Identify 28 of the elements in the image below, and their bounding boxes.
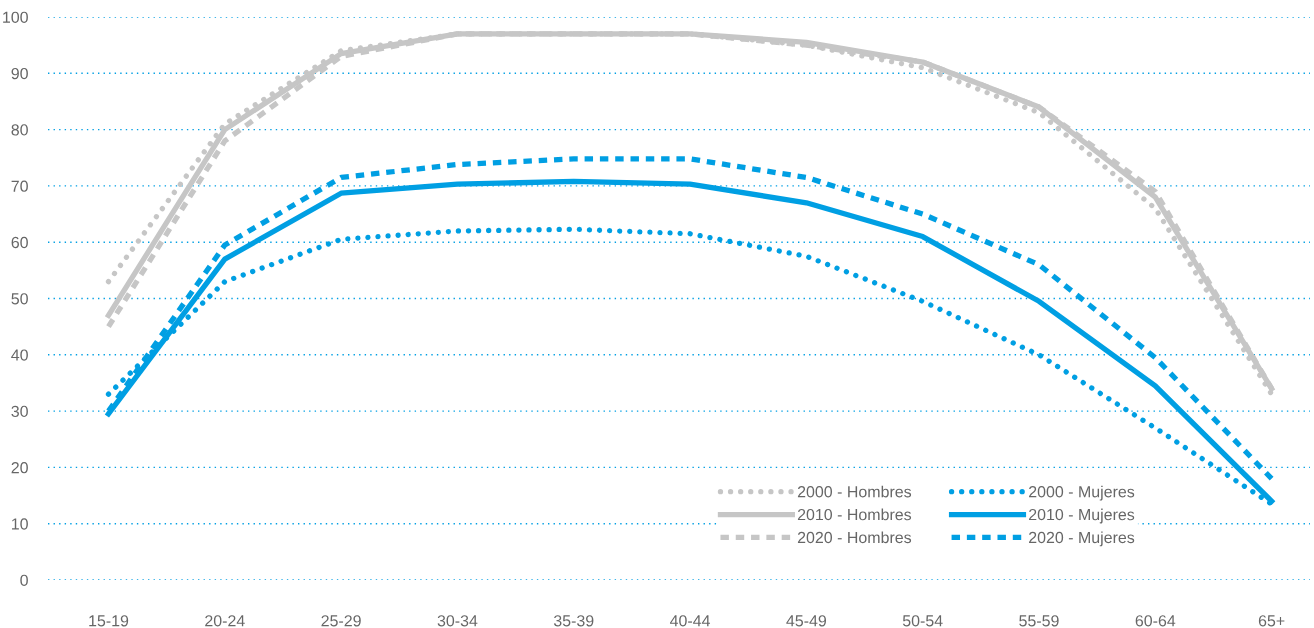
- y-tick-label: 30: [11, 405, 28, 418]
- legend-label: 2010 - Hombres: [797, 508, 912, 521]
- y-tick-label: 60: [11, 236, 28, 249]
- x-tick-label: 60-64: [1135, 615, 1176, 627]
- y-tick-label: 10: [12, 518, 28, 530]
- y-tick-label: 100: [3, 11, 28, 23]
- x-tick-label: 50-54: [902, 615, 943, 627]
- y-tick-label: 20: [11, 462, 28, 474]
- x-tick-label: 15-19: [89, 615, 129, 627]
- x-tick-label: 65+: [1258, 615, 1285, 627]
- x-tick-label: 30-34: [437, 615, 478, 627]
- legend-label: 2010 - Mujeres: [1029, 508, 1135, 524]
- legend-label: 2020 - Hombres: [797, 531, 912, 544]
- y-tick-label: 0: [20, 574, 28, 586]
- x-tick-label: 55-59: [1019, 615, 1059, 627]
- y-tick-label: 70: [11, 180, 28, 192]
- y-tick-label: 80: [11, 124, 28, 136]
- legend-label: 2000 - Mujeres: [1029, 485, 1135, 501]
- legend-label: 2000 - Hombres: [797, 485, 912, 498]
- y-tick-label: 40: [11, 349, 28, 361]
- x-tick-label: 45-49: [786, 615, 827, 627]
- legend-label: 2020 - Mujeres: [1029, 531, 1135, 547]
- x-tick-label: 20-24: [205, 615, 245, 627]
- y-tick-label: 90: [11, 67, 28, 80]
- x-tick-label: 35-39: [553, 615, 594, 627]
- x-tick-label: 40-44: [669, 615, 711, 627]
- x-tick-label: 25-29: [321, 615, 361, 627]
- y-tick-label: 50: [11, 293, 28, 305]
